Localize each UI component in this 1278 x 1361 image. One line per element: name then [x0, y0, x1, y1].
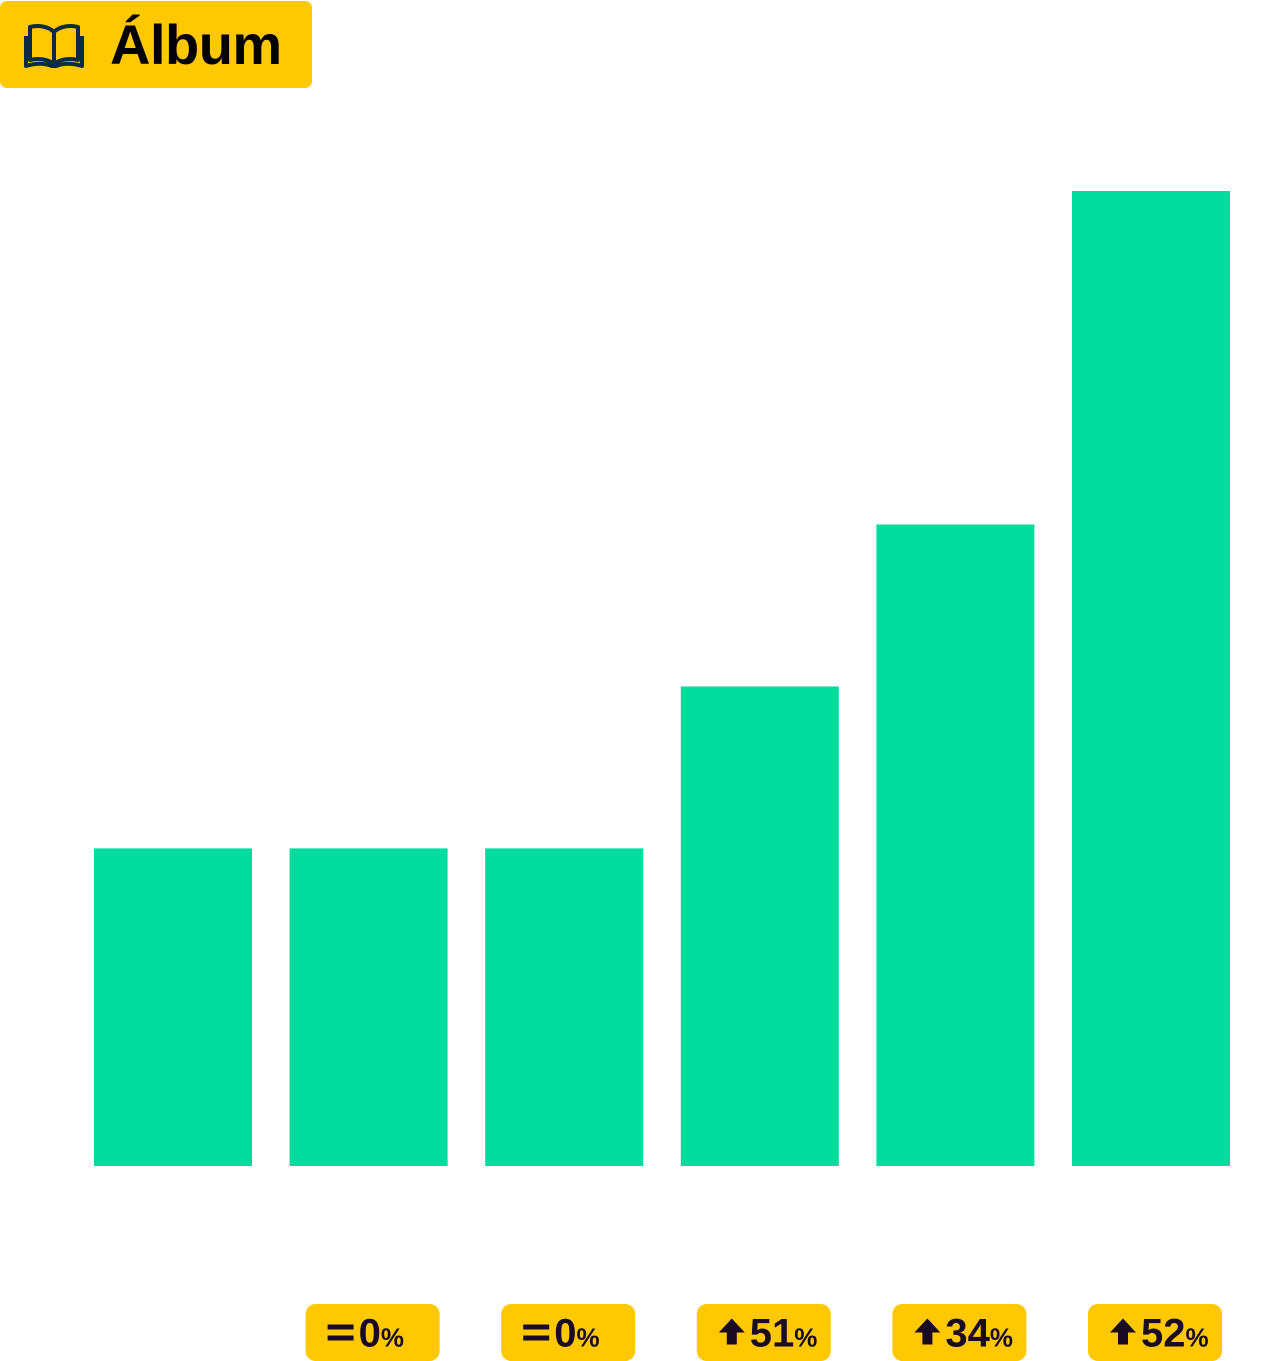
change-value: 0	[359, 1312, 381, 1356]
change-label-text: 34%	[945, 1312, 1013, 1356]
change-label-pill	[1088, 1304, 1222, 1361]
change-unit: %	[576, 1323, 599, 1353]
arrow-up-icon	[1110, 1318, 1136, 1345]
change-unit: %	[381, 1323, 404, 1353]
bar	[94, 848, 252, 1166]
arrow-up-icon	[914, 1318, 941, 1345]
chart-title: Álbum	[110, 13, 282, 76]
change-label: 0%	[501, 1304, 636, 1361]
change-label: 34%	[892, 1304, 1027, 1361]
open-book-icon	[24, 24, 84, 68]
change-label: 51%	[696, 1304, 831, 1361]
bar	[289, 848, 448, 1166]
change-label: 52%	[1088, 1304, 1222, 1361]
change-value: 52	[1141, 1312, 1186, 1356]
bar	[1072, 191, 1230, 1166]
change-unit: %	[990, 1323, 1013, 1353]
bar	[876, 524, 1035, 1166]
change-value: 0	[554, 1312, 576, 1356]
equals-icon	[523, 1324, 550, 1341]
title-badge: Álbum	[0, 1, 312, 88]
change-value: 51	[750, 1312, 795, 1356]
change-unit: %	[1186, 1323, 1209, 1353]
arrow-up-icon	[718, 1318, 745, 1345]
change-label-text: 51%	[750, 1312, 818, 1356]
bar	[485, 848, 644, 1166]
change-value: 34	[945, 1312, 990, 1356]
change-label: 0%	[305, 1304, 440, 1361]
change-label-text: 0%	[554, 1312, 599, 1356]
equals-icon	[327, 1324, 354, 1341]
change-label-text: 0%	[359, 1312, 404, 1356]
change-unit: %	[794, 1323, 817, 1353]
change-label-pill	[696, 1304, 831, 1361]
change-label-text: 52%	[1141, 1312, 1209, 1356]
bar	[680, 686, 839, 1166]
change-label-pill	[305, 1304, 440, 1361]
change-label-pill	[501, 1304, 636, 1361]
change-label-pill	[892, 1304, 1027, 1361]
